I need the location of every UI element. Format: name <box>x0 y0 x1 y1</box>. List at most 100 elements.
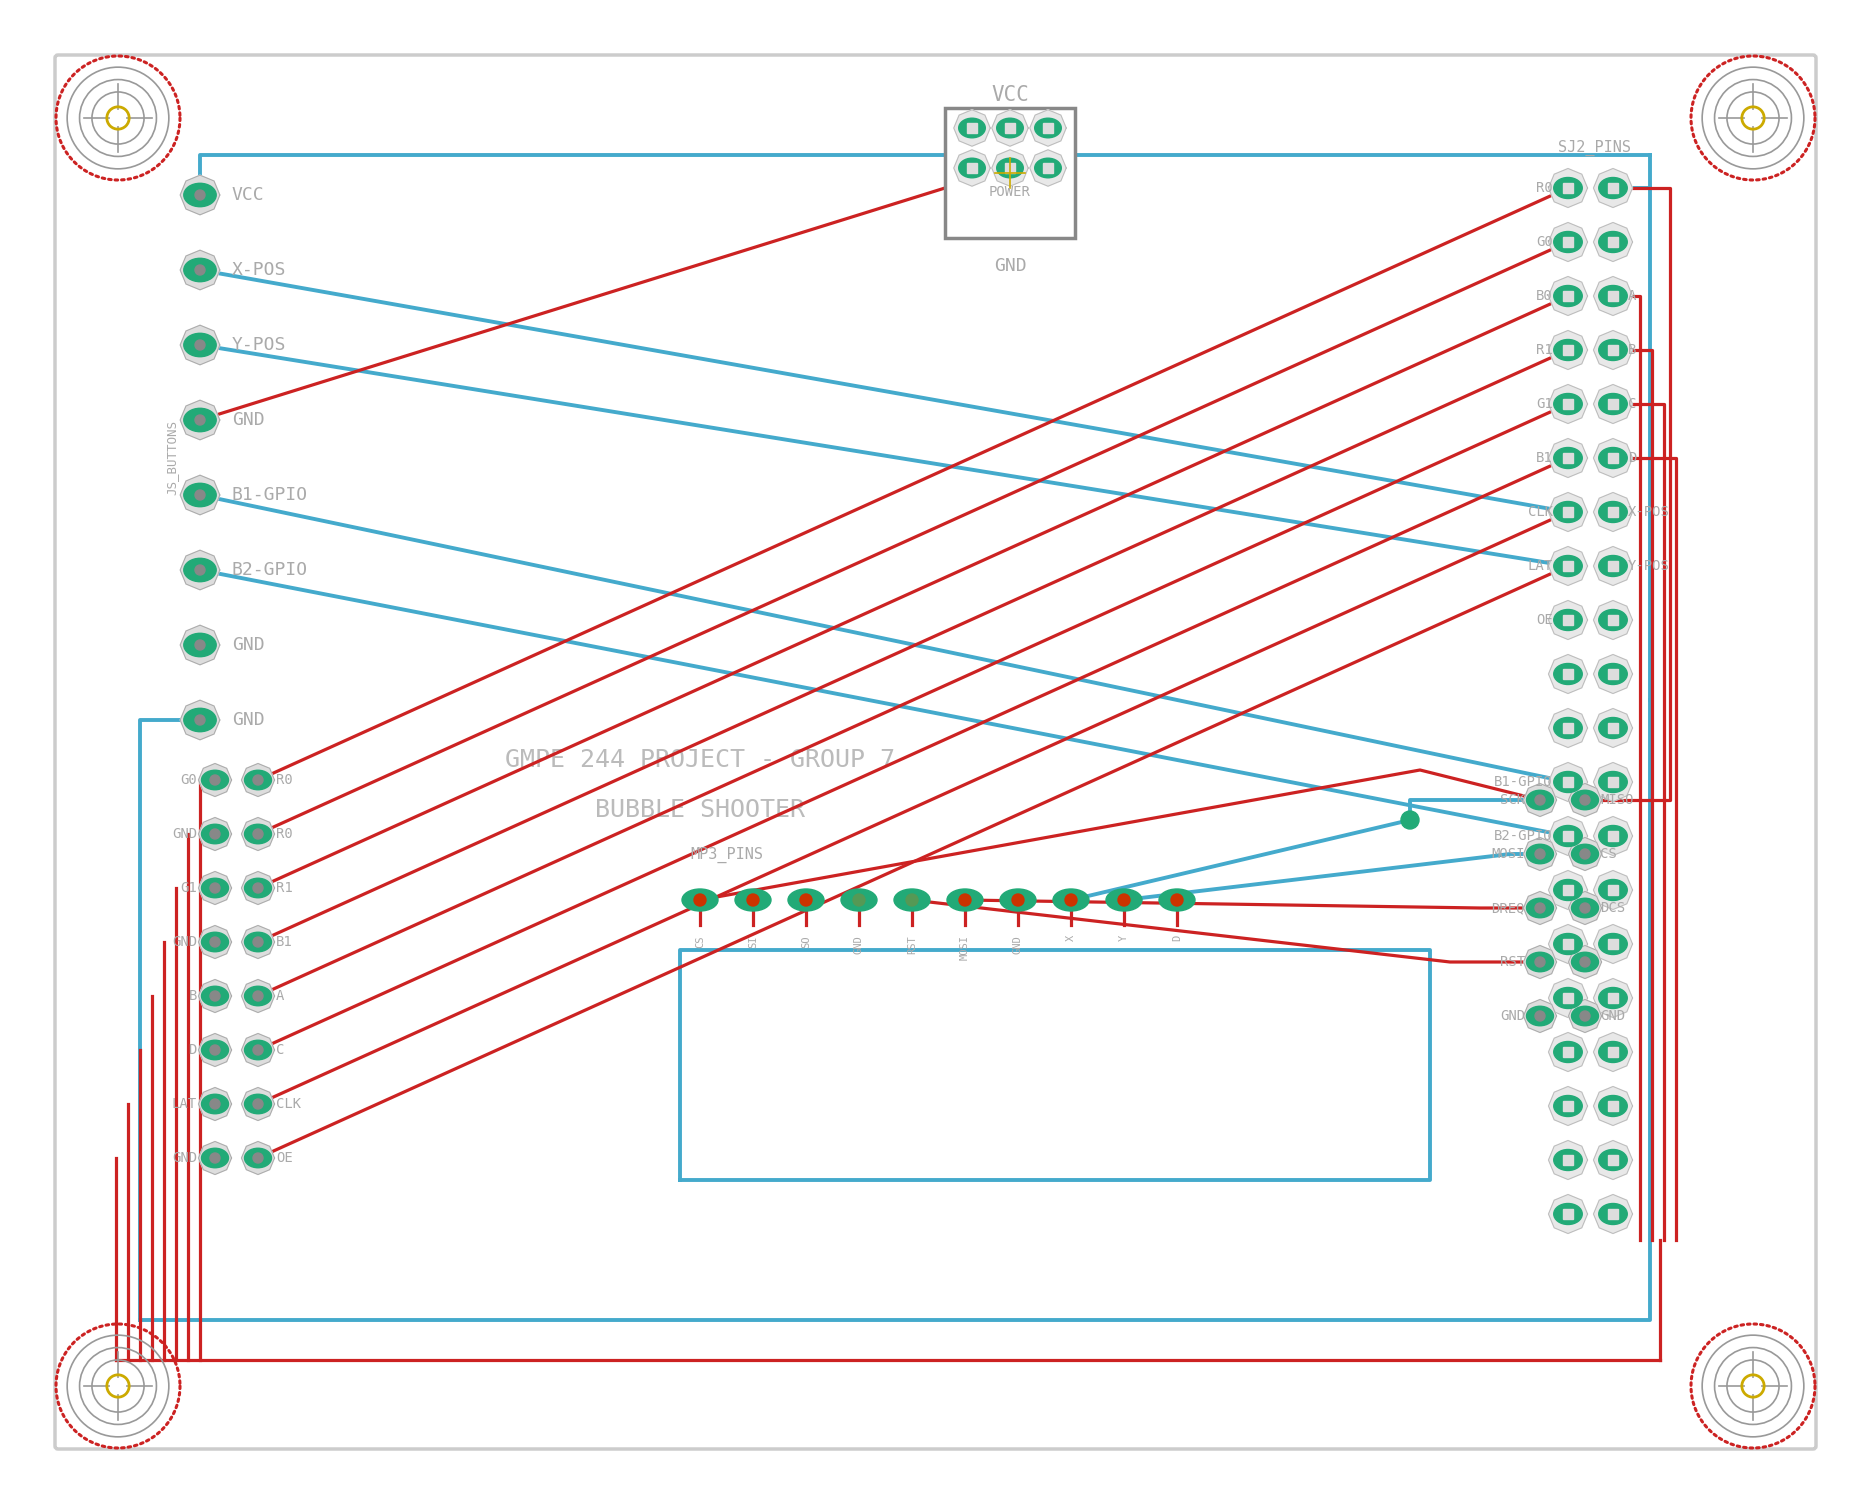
Circle shape <box>210 1045 221 1054</box>
Ellipse shape <box>683 889 718 911</box>
Polygon shape <box>1549 763 1587 802</box>
Circle shape <box>210 775 221 785</box>
Ellipse shape <box>1598 988 1628 1009</box>
Ellipse shape <box>1553 663 1583 684</box>
Ellipse shape <box>1598 826 1628 847</box>
Bar <box>1562 236 1574 247</box>
Circle shape <box>110 1379 125 1393</box>
Text: JS_BUTTONS: JS_BUTTONS <box>165 420 178 495</box>
Ellipse shape <box>997 158 1023 177</box>
Polygon shape <box>1523 946 1557 979</box>
Text: MP3_PINS: MP3_PINS <box>690 847 763 863</box>
Text: GND: GND <box>1600 1009 1626 1023</box>
Ellipse shape <box>947 889 982 911</box>
Text: R0: R0 <box>277 827 292 841</box>
Bar <box>1562 290 1574 301</box>
Polygon shape <box>1549 817 1587 856</box>
Ellipse shape <box>202 770 228 790</box>
Ellipse shape <box>1527 1006 1553 1026</box>
Polygon shape <box>241 764 275 797</box>
Bar <box>1562 1155 1574 1166</box>
Polygon shape <box>1549 979 1587 1018</box>
Ellipse shape <box>183 633 217 657</box>
Circle shape <box>210 829 221 839</box>
Ellipse shape <box>788 889 823 911</box>
Bar <box>1607 507 1618 517</box>
Ellipse shape <box>1598 1041 1628 1062</box>
Circle shape <box>195 415 206 426</box>
Polygon shape <box>1523 892 1557 925</box>
Polygon shape <box>1568 1000 1602 1033</box>
Text: C: C <box>277 1042 284 1057</box>
Text: D: D <box>189 1042 196 1057</box>
Text: Y-POS: Y-POS <box>1628 559 1671 573</box>
Circle shape <box>1534 796 1545 805</box>
Circle shape <box>1579 1011 1590 1021</box>
Polygon shape <box>1549 546 1587 585</box>
Circle shape <box>1746 111 1761 125</box>
Bar <box>1562 561 1574 572</box>
Ellipse shape <box>183 483 217 507</box>
Text: SO: SO <box>801 935 810 948</box>
Bar <box>1562 453 1574 463</box>
Circle shape <box>195 490 206 499</box>
Bar <box>1044 123 1053 132</box>
Ellipse shape <box>245 770 271 790</box>
Ellipse shape <box>183 334 217 356</box>
Polygon shape <box>1549 871 1587 910</box>
Circle shape <box>1012 893 1023 905</box>
Ellipse shape <box>202 824 228 844</box>
Circle shape <box>110 111 125 125</box>
Ellipse shape <box>1598 1149 1628 1170</box>
Bar <box>1562 399 1574 409</box>
Ellipse shape <box>1572 898 1598 917</box>
Ellipse shape <box>1553 448 1583 469</box>
Circle shape <box>195 190 206 200</box>
Circle shape <box>1579 848 1590 859</box>
Polygon shape <box>954 150 990 186</box>
Ellipse shape <box>1572 844 1598 863</box>
Ellipse shape <box>999 889 1037 911</box>
Ellipse shape <box>245 1041 271 1060</box>
Polygon shape <box>1523 838 1557 871</box>
Polygon shape <box>1594 1033 1633 1071</box>
Ellipse shape <box>1527 844 1553 863</box>
Circle shape <box>195 641 206 650</box>
Ellipse shape <box>1598 934 1628 955</box>
Ellipse shape <box>894 889 930 911</box>
Polygon shape <box>1549 654 1587 693</box>
Ellipse shape <box>183 708 217 732</box>
Text: D: D <box>1628 451 1637 465</box>
Polygon shape <box>1523 1000 1557 1033</box>
Polygon shape <box>1594 925 1633 964</box>
Polygon shape <box>1029 110 1066 146</box>
Bar <box>1607 669 1618 680</box>
Text: G0: G0 <box>1536 235 1553 250</box>
Circle shape <box>1171 893 1182 905</box>
Polygon shape <box>180 701 219 740</box>
Ellipse shape <box>245 824 271 844</box>
Ellipse shape <box>1598 177 1628 199</box>
Circle shape <box>747 893 760 905</box>
Polygon shape <box>1568 946 1602 979</box>
Text: BUBBLE SHOOTER: BUBBLE SHOOTER <box>595 799 805 823</box>
Ellipse shape <box>1598 1095 1628 1116</box>
Text: Y: Y <box>1119 935 1128 942</box>
Ellipse shape <box>183 408 217 432</box>
Ellipse shape <box>1035 119 1061 138</box>
Text: A: A <box>1628 289 1637 302</box>
Bar <box>1005 162 1014 173</box>
Polygon shape <box>1594 979 1633 1018</box>
Bar <box>1562 615 1574 626</box>
Polygon shape <box>241 871 275 904</box>
Bar <box>1607 183 1618 193</box>
Circle shape <box>253 1099 264 1108</box>
Ellipse shape <box>1553 501 1583 522</box>
Bar <box>1562 776 1574 787</box>
Text: GND: GND <box>853 935 864 954</box>
Polygon shape <box>992 110 1029 146</box>
Polygon shape <box>1594 817 1633 856</box>
Polygon shape <box>1549 277 1587 316</box>
Bar <box>1607 1209 1618 1220</box>
Polygon shape <box>1549 168 1587 208</box>
